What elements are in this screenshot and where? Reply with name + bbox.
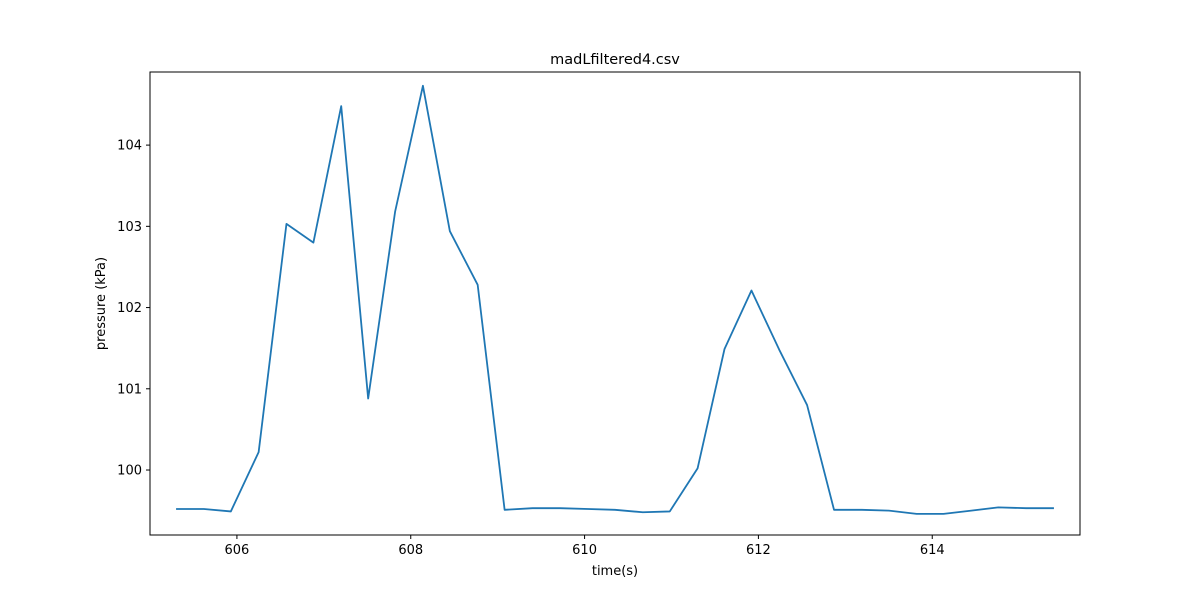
y-axis: 100 101 102 103 104 (117, 139, 150, 479)
plot-area (149, 71, 1081, 536)
x-tick-label: 610 (572, 543, 597, 558)
x-axis-label: time(s) (592, 564, 638, 579)
x-tick-label: 608 (398, 543, 423, 558)
y-tick-label: 103 (117, 220, 142, 235)
y-tick-label: 100 (117, 464, 142, 479)
x-tick-label: 606 (225, 543, 250, 558)
x-tick-label: 612 (746, 543, 771, 558)
y-tick-label: 102 (117, 301, 142, 316)
y-tick-label: 101 (117, 382, 142, 397)
y-axis-label: pressure (kPa) (94, 257, 109, 350)
series-line (176, 84, 1054, 515)
chart-title: madLfiltered4.csv (550, 52, 680, 68)
x-tick-label: 614 (920, 543, 945, 558)
x-axis: 606 608 610 612 614 (225, 535, 945, 558)
series-layer (176, 84, 1054, 515)
y-tick-label: 104 (117, 139, 142, 154)
